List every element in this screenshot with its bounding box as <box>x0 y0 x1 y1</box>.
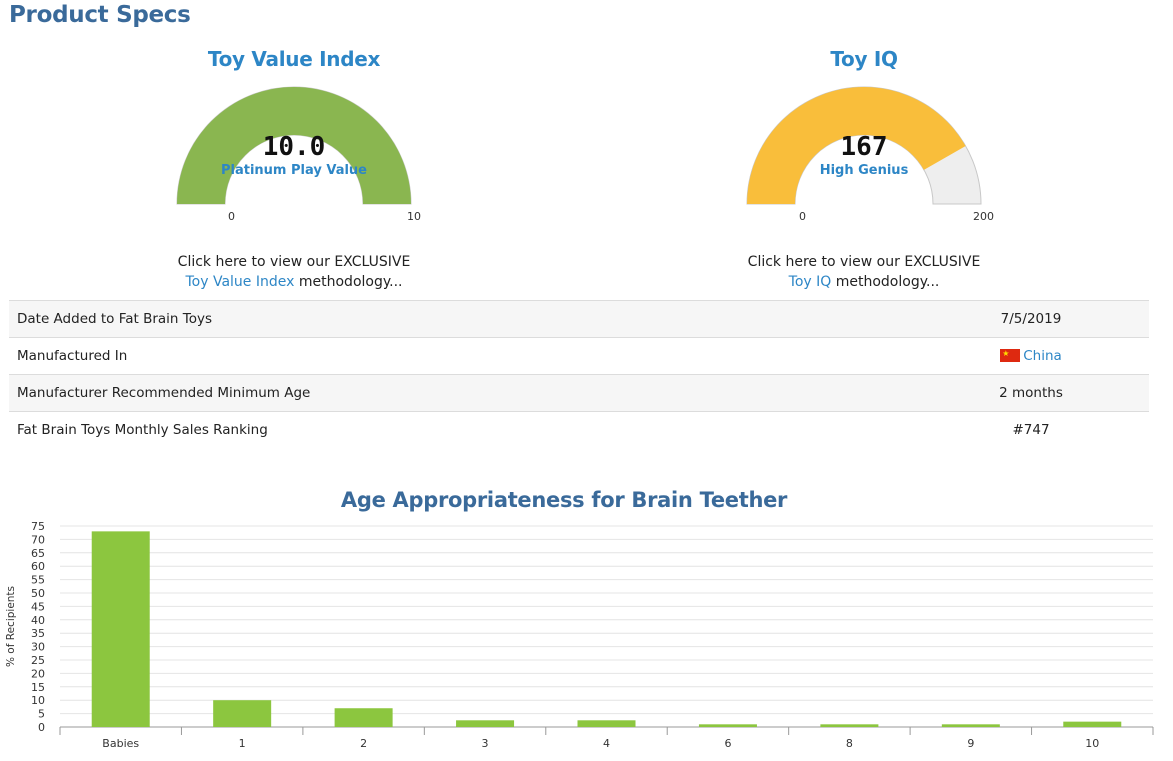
spec-row: Manufactured In ★ China <box>9 337 1149 375</box>
y-tick-label: 25 <box>31 654 45 667</box>
page-title: Product Specs <box>9 2 191 28</box>
specs-table: Date Added to Fat Brain Toys 7/5/2019 Ma… <box>9 300 1149 449</box>
x-tick-label: 1 <box>239 737 246 750</box>
bar <box>334 708 393 727</box>
bar <box>820 724 879 727</box>
toy-value-index-gauge: Toy Value Index 10.0 Platinum Play Value… <box>94 44 494 290</box>
bar <box>456 720 515 727</box>
spec-row: Manufacturer Recommended Minimum Age 2 m… <box>9 374 1149 412</box>
gauge-fill <box>177 87 411 204</box>
gauge-title: Toy Value Index <box>207 47 381 71</box>
spec-row: Fat Brain Toys Monthly Sales Ranking #74… <box>9 411 1149 449</box>
bar <box>91 531 150 727</box>
gauge-rating-label: Platinum Play Value <box>220 163 367 178</box>
gauge-fill <box>747 87 966 204</box>
bar <box>577 720 636 727</box>
x-tick-label: 2 <box>360 737 367 750</box>
gauge-min-label: 0 <box>799 210 806 223</box>
y-tick-label: 40 <box>31 614 45 627</box>
bar <box>941 724 1000 727</box>
gauge-max-label: 200 <box>973 210 994 223</box>
x-tick-label: 9 <box>967 737 974 750</box>
y-tick-label: 75 <box>31 520 45 533</box>
y-tick-label: 0 <box>38 721 45 734</box>
y-tick-label: 65 <box>31 547 45 560</box>
gauge-title: Toy IQ <box>830 47 898 71</box>
y-axis-label: % of Recipients <box>5 586 17 667</box>
gauge-min-label: 0 <box>228 210 235 223</box>
x-tick-label: 8 <box>846 737 853 750</box>
y-tick-label: 45 <box>31 600 45 613</box>
toy-iq-methodology-link[interactable]: Toy IQ <box>788 274 832 290</box>
methodology-suffix: methodology... <box>831 274 940 290</box>
country-link[interactable]: China <box>1023 348 1062 364</box>
y-tick-label: 15 <box>31 681 45 694</box>
y-tick-label: 30 <box>31 641 45 654</box>
y-tick-label: 60 <box>31 560 45 573</box>
toy-iq-gauge: Toy IQ 167 High Genius 0 200 Click here … <box>664 44 1064 290</box>
spec-value: 7/5/2019 <box>1000 311 1062 327</box>
spec-label: Manufacturer Recommended Minimum Age <box>17 385 311 401</box>
spec-value: ★ China <box>913 338 1149 375</box>
y-tick-label: 35 <box>31 627 45 640</box>
gauge-value: 167 <box>840 132 888 162</box>
methodology-text: Click here to view our EXCLUSIVE <box>747 254 981 270</box>
y-tick-label: 5 <box>38 708 45 721</box>
y-tick-label: 70 <box>31 533 45 546</box>
x-tick-label: Babies <box>102 737 139 750</box>
bar <box>698 724 757 727</box>
x-tick-label: 3 <box>482 737 489 750</box>
chart-title: Age Appropriateness for Brain Teether <box>340 488 788 512</box>
x-tick-label: 10 <box>1085 737 1099 750</box>
spec-label: Manufactured In <box>17 348 128 364</box>
gauge-dial <box>176 86 412 205</box>
y-tick-label: 55 <box>31 574 45 587</box>
x-tick-label: 6 <box>724 737 731 750</box>
y-tick-label: 10 <box>31 694 45 707</box>
y-tick-label: 20 <box>31 667 45 680</box>
bar <box>1063 721 1122 727</box>
spec-value: #747 <box>1012 422 1050 439</box>
spec-row: Date Added to Fat Brain Toys 7/5/2019 <box>9 300 1149 338</box>
spec-label: Date Added to Fat Brain Toys <box>17 311 213 327</box>
y-tick-label: 50 <box>31 587 45 600</box>
methodology-text: Click here to view our EXCLUSIVE <box>177 254 411 270</box>
toy-value-index-methodology-link[interactable]: Toy Value Index <box>185 274 295 290</box>
x-tick-label: 4 <box>603 737 610 750</box>
gauge-max-label: 10 <box>407 210 421 223</box>
gauge-dial <box>746 86 982 205</box>
spec-value: 2 months <box>999 385 1063 401</box>
gauge-rating-label: High Genius <box>819 163 909 178</box>
china-flag-icon: ★ <box>1000 349 1021 362</box>
methodology-note: Click here to view our EXCLUSIVE Toy IQ … <box>664 252 1064 292</box>
spec-label: Fat Brain Toys Monthly Sales Ranking <box>17 422 268 439</box>
gauge-value: 10.0 <box>262 132 326 162</box>
bar <box>213 700 272 727</box>
methodology-suffix: methodology... <box>294 274 403 290</box>
methodology-note: Click here to view our EXCLUSIVE Toy Val… <box>94 252 494 292</box>
